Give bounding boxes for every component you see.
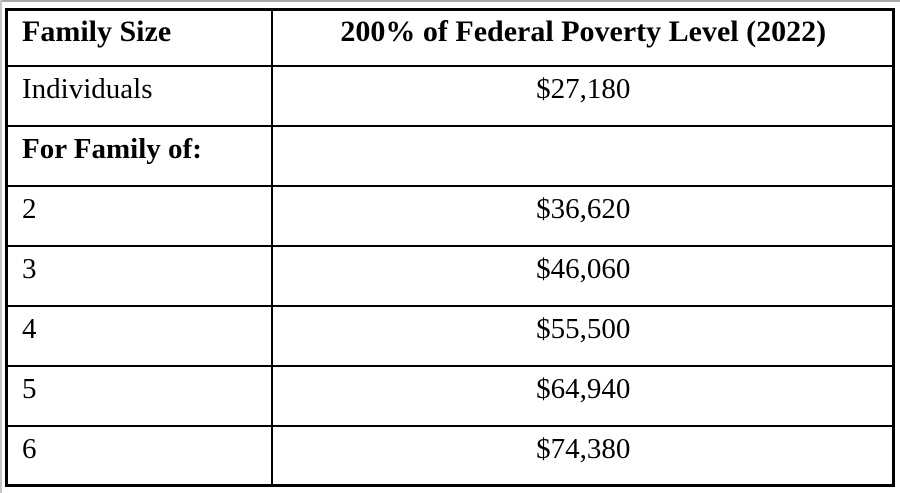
table-row: 4 $55,500 bbox=[5, 304, 895, 367]
table-row: 3 $46,060 bbox=[5, 244, 895, 307]
family-size-cell: 2 bbox=[5, 184, 273, 247]
table-row: 6 $74,380 bbox=[5, 424, 895, 487]
table-row: 2 $36,620 bbox=[5, 184, 895, 247]
table-row: Individuals $27,180 bbox=[5, 64, 895, 127]
amount-cell: $55,500 bbox=[270, 304, 895, 367]
header-poverty-level: 200% of Federal Poverty Level (2022) bbox=[270, 8, 895, 67]
amount-cell-empty bbox=[270, 124, 895, 187]
family-size-cell: 3 bbox=[5, 244, 273, 307]
family-size-cell: 4 bbox=[5, 304, 273, 367]
amount-cell: $46,060 bbox=[270, 244, 895, 307]
header-family-size: Family Size bbox=[5, 8, 273, 67]
family-size-cell: 5 bbox=[5, 364, 273, 427]
amount-cell: $64,940 bbox=[270, 364, 895, 427]
table-header-row: Family Size 200% of Federal Poverty Leve… bbox=[5, 8, 895, 67]
page-top-edge bbox=[0, 0, 900, 2]
poverty-level-table: Family Size 200% of Federal Poverty Leve… bbox=[5, 8, 895, 487]
section-label-cell: For Family of: bbox=[5, 124, 273, 187]
amount-cell: $74,380 bbox=[270, 424, 895, 487]
amount-cell: $36,620 bbox=[270, 184, 895, 247]
page-left-edge bbox=[0, 0, 2, 493]
table-row: 5 $64,940 bbox=[5, 364, 895, 427]
family-size-cell: Individuals bbox=[5, 64, 273, 127]
amount-cell: $27,180 bbox=[270, 64, 895, 127]
table-row: For Family of: bbox=[5, 124, 895, 187]
family-size-cell: 6 bbox=[5, 424, 273, 487]
